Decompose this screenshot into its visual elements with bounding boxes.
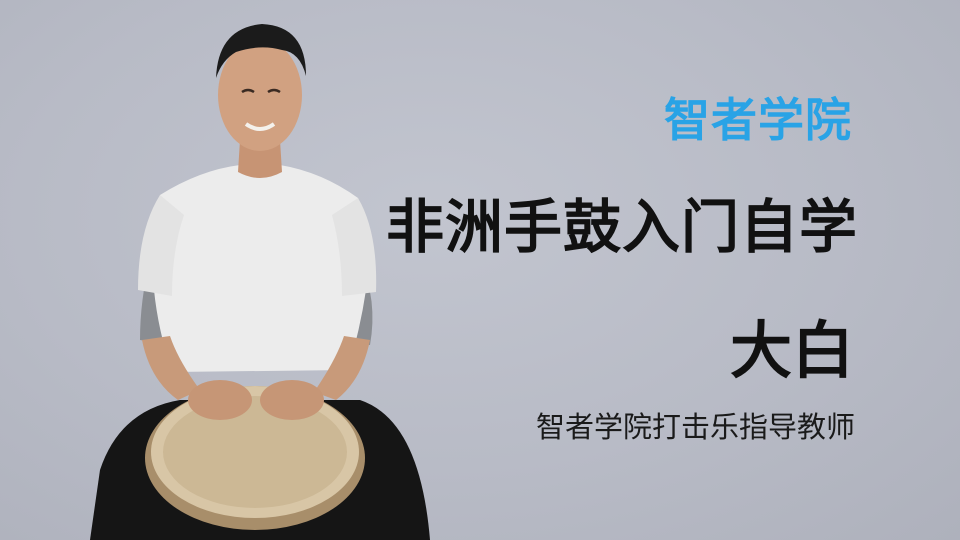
- instructor-photo: [90, 24, 430, 540]
- brand-title: 智者学院: [664, 93, 852, 147]
- teacher-role: 智者学院打击乐指导教师: [536, 410, 856, 444]
- teacher-name: 大白: [730, 314, 855, 387]
- course-title: 非洲手鼓入门自学: [386, 193, 859, 261]
